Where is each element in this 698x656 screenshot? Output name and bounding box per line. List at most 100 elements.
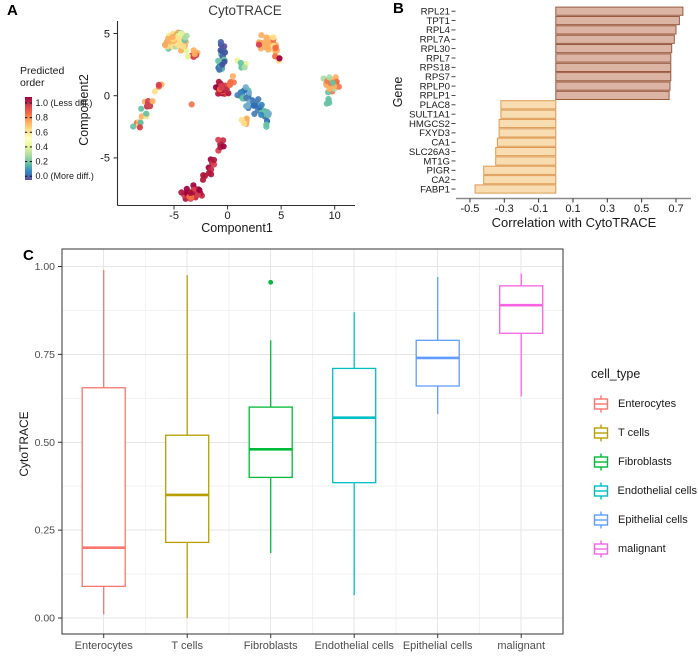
bar-x-tick-label: -0.3 [495,203,514,215]
legend-item-malignant: malignant [591,534,697,563]
scatter-point [161,41,169,49]
colorbar-tick-label: 0.2 [36,157,49,167]
gene-tick-label: HMGCS2 [409,119,450,130]
gene-tick-label: MT1G [423,156,450,167]
colorbar-tick-label: 0.8 [36,113,49,123]
colorbar-title-line2: order [20,77,45,89]
scatter-point [227,79,234,86]
scatter-point [270,34,277,41]
gene-tick-label: SLC26A3 [409,147,450,158]
box-y-tick-label: 1.00 [35,261,56,273]
x-tick-label: 0 [225,210,231,222]
gene-tick-label: RPL21 [421,7,450,18]
legend-item-label: Enterocytes [618,397,677,410]
boxplot-key-icon [593,424,609,441]
legend-item-label: T cells [618,426,650,439]
scatter-point [326,85,333,92]
box-y-tick-label: 0.25 [35,525,56,537]
scatter-point [174,41,181,48]
gene-bar-plac8 [500,100,557,110]
colorbar-title: Predicted order [20,65,64,89]
legend-item-label: malignant [618,542,666,555]
legend-item-label: Fibroblasts [618,455,672,468]
scatter-point [234,92,241,99]
boxplot-key-icon [593,482,609,499]
scatter-point [258,101,265,108]
gene-bar-hmgcs2 [498,118,557,129]
y-tick-label: -5 [100,153,110,165]
scatter-point [169,34,176,41]
x-tick-label: -5 [169,210,179,222]
gene-bar-rplp1 [555,90,670,101]
box-x-category-label: Fibroblasts [244,640,298,652]
scatter-point [215,136,222,143]
colorbar-title-line1: Predicted [20,65,65,77]
box-y-tick-label: 0.75 [35,349,56,361]
gene-bar-rps7 [555,72,672,82]
gene-tick-label: RPLP1 [420,91,450,102]
scatter-point [243,94,250,101]
gene-tick-label: FABP1 [420,184,450,195]
cell-type-legend: cell_type Enterocytes T cells Fibroblasts E… [591,367,697,563]
colorbar-tick-label: 1.0 (Less diff.) [36,98,93,108]
scatter-point [229,73,236,80]
legend-item-label: Endothelial cells [617,484,698,497]
scatter-point [208,171,215,178]
box-x-category-label: Epithelial cells [403,640,473,652]
gene-bar-slc26a3 [495,147,557,157]
boxplot-key-icon [593,511,609,528]
panel-a-x-axis-label: Component1 [201,221,273,235]
scatter-point [183,185,190,192]
scatter-point [242,84,249,91]
scatter-point [243,103,250,110]
scatter-point [180,43,187,50]
bar-x-tick-label: 0.7 [668,203,683,215]
gene-bar-pigr [483,165,557,175]
scatter-point [250,102,257,109]
boxplot-key-icon [593,540,609,557]
scatter-axis-lines [116,21,355,207]
scatter-point [130,123,137,130]
boxplot-fibroblasts [248,279,293,553]
box-iqr [165,434,210,544]
scatter-point [187,189,194,196]
box-y-tick-label: 0.50 [35,437,56,449]
panel-label-c: C [23,247,34,264]
scatter-point [181,34,189,41]
gene-tick-label: FXYD3 [419,128,450,139]
gene-bar-rpl21 [555,6,684,16]
scatter-point [220,143,227,150]
y-tick-label: 5 [104,28,110,40]
bar-chart: RPL21TPT1RPL4RPL7ARPL30RPL7RPS18RPS7RPLP… [409,6,691,215]
y-tick-label: 0 [104,91,110,103]
scatter-point [137,119,144,126]
scatter-point [276,55,283,62]
scatter-point [188,101,195,108]
gene-bar-rps18 [555,62,672,72]
scatter-point [155,81,162,88]
bar-x-tick-label: -0.5 [460,203,479,215]
gene-tick-label: RPL7A [420,35,451,46]
scatter-point [184,53,191,60]
scatter-point [326,74,333,81]
boxplot-key-icon [593,453,609,470]
scatter-point [329,79,336,86]
box-iqr [499,285,544,334]
box-iqr [415,339,460,387]
gene-bar-rplp0 [555,81,671,91]
gene-bar-rpl4 [555,25,677,35]
scatter-point [265,110,272,117]
gene-tick-label: RPL30 [421,44,450,55]
scatter-point [272,44,279,51]
legend-item-t-cells: T cells [591,418,697,447]
scatter-point [263,34,270,41]
scatter-point [335,83,342,90]
scatter-point [200,172,207,179]
boxplot-key-icon [593,395,609,412]
scatter-point [241,120,248,127]
panel-b-y-axis-label: Gene [391,76,405,108]
gene-bar-rpl7 [555,53,672,63]
legend-item-label: Epithelial cells [618,513,688,526]
scatter-point [245,89,253,96]
